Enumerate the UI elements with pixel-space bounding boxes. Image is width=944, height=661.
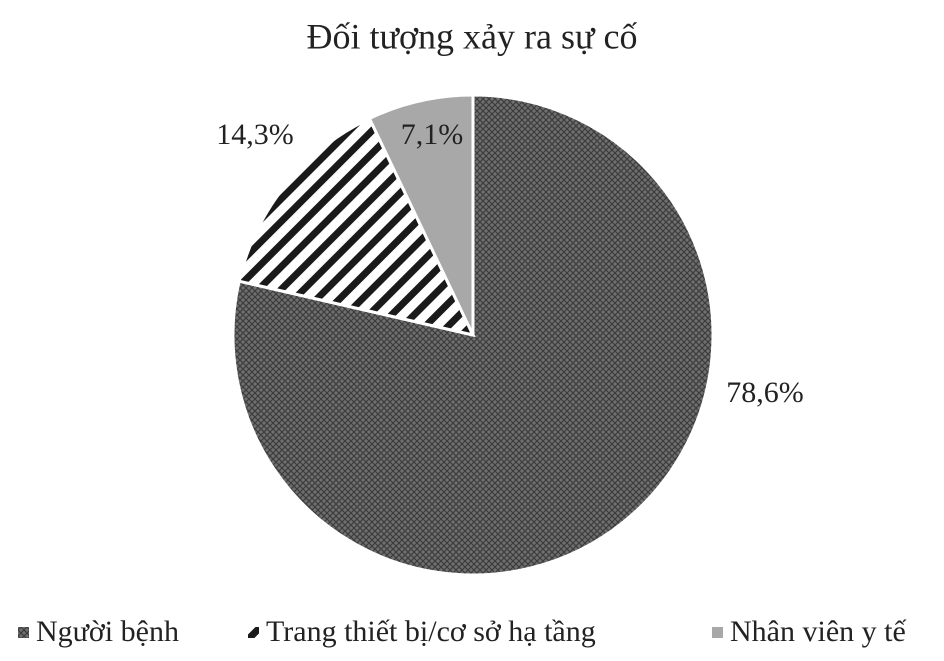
legend-marker — [712, 627, 723, 638]
legend-label: Nhân viên y tế — [730, 615, 906, 648]
chart-title: Đối tượng xảy ra sự cố — [307, 16, 638, 56]
legend-marker — [248, 627, 259, 638]
pie-slice — [237, 116, 476, 338]
legend-label: Người bệnh — [36, 615, 179, 648]
pie-slice — [367, 93, 475, 336]
data-label: 14,3% — [216, 118, 294, 151]
legend-marker — [18, 627, 29, 638]
data-label: 78,6% — [726, 376, 804, 409]
legend-label: Trang thiết bị/cơ sở hạ tầng — [266, 615, 596, 648]
data-label: 7,1% — [401, 118, 464, 151]
pie-slice — [231, 93, 715, 577]
